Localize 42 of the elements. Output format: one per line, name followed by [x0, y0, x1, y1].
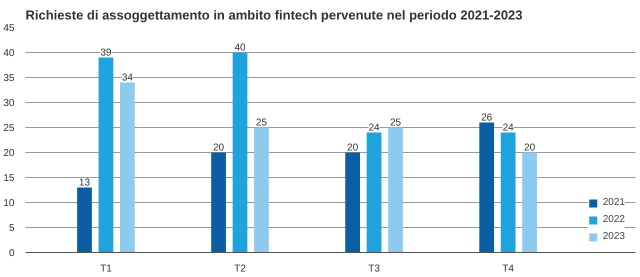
- y-tick-label: 35: [3, 73, 15, 84]
- y-tick-label: 10: [3, 198, 15, 209]
- bar: [388, 128, 403, 252]
- x-tick-label: T1: [100, 264, 112, 274]
- bar: [522, 152, 537, 252]
- data-label: 25: [390, 118, 402, 128]
- bar: [366, 132, 382, 252]
- x-tick-label: T4: [502, 264, 514, 274]
- data-label: 40: [234, 42, 246, 54]
- data-label: 20: [347, 142, 359, 154]
- x-tick-label: T2: [234, 264, 246, 274]
- x-tick-label: T3: [368, 264, 380, 274]
- bar: [345, 152, 360, 252]
- bar: [232, 52, 248, 252]
- data-label: 26: [481, 112, 493, 124]
- y-tick-label: 20: [3, 148, 15, 159]
- y-tick-label: 30: [3, 98, 15, 109]
- bar: [77, 188, 92, 252]
- data-label: 39: [100, 48, 112, 58]
- bar: [211, 152, 226, 252]
- legend-label: 2022: [602, 214, 625, 225]
- y-tick-label: 5: [8, 223, 15, 234]
- data-label: 24: [502, 122, 514, 134]
- data-label: 20: [524, 142, 536, 154]
- bar: [479, 122, 494, 252]
- bar: [254, 128, 269, 252]
- y-tick-label: 25: [3, 123, 15, 134]
- y-tick-label: 45: [3, 23, 15, 34]
- data-label: 25: [256, 118, 268, 128]
- y-tick-label: 0: [8, 248, 15, 259]
- bar: [98, 58, 114, 252]
- data-label: 34: [122, 72, 134, 84]
- y-tick-label: 40: [3, 48, 15, 59]
- bar: [120, 82, 135, 252]
- data-label: 13: [78, 178, 90, 188]
- legend-label: 2023: [602, 231, 625, 242]
- chart-title: Richieste di assoggettamento in ambito fintech pervenute nel periodo 2021-2023: [26, 8, 523, 22]
- bar: [500, 132, 516, 252]
- data-label: 20: [212, 142, 225, 154]
- y-tick-label: 15: [3, 173, 15, 184]
- data-label: 24: [368, 122, 380, 134]
- legend-label: 2021: [602, 197, 625, 208]
